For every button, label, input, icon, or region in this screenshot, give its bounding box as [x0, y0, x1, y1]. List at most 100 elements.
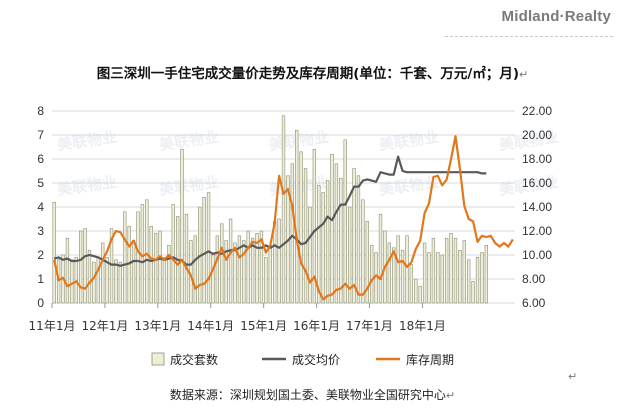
bar-transactions [343, 139, 347, 304]
x-tick-label: 12年1月 [81, 319, 128, 333]
bar-transactions [83, 228, 87, 304]
bar-transactions [136, 211, 140, 304]
watermark-text: 美联物业 [158, 173, 220, 199]
bar-transactions [339, 177, 343, 304]
bar-transactions [171, 204, 175, 304]
bar-transactions [317, 185, 321, 304]
bar-transactions [184, 213, 189, 304]
brand-logo-text: Midland·Realty [501, 8, 611, 25]
y-left-tick-label: 0 [37, 296, 44, 310]
y-left-tick-label: 3 [37, 224, 44, 238]
bar-transactions [215, 235, 220, 304]
bar-transactions [52, 201, 56, 304]
bar-transactions [264, 257, 268, 304]
bar-transactions [224, 240, 228, 304]
bar-transactions [405, 235, 409, 304]
bar-transactions [409, 264, 414, 304]
bar-transactions [109, 228, 114, 304]
bar-transactions [105, 257, 109, 304]
bar-transactions [193, 235, 197, 304]
y-left-tick-label: 4 [37, 200, 44, 214]
bar-transactions [334, 163, 339, 304]
data-source-text: 数据来源：深圳规划国土委、美联物业全国研究中心 [169, 388, 446, 402]
bar-transactions [400, 249, 405, 304]
legend-label-avg-price: 成交均价 [292, 352, 340, 367]
bar-transactions [462, 240, 466, 304]
bar-transactions [321, 192, 325, 304]
bar-transactions [356, 175, 361, 304]
bar-transactions [365, 221, 369, 304]
bar-transactions [330, 153, 334, 304]
y-right-tick-label: 22.00 [522, 104, 552, 118]
y-left-tick-label: 1 [37, 272, 44, 286]
bar-transactions [145, 199, 149, 304]
bar-transactions [123, 211, 127, 304]
bar-transactions [268, 245, 272, 304]
bar-transactions [153, 233, 158, 304]
bar-transactions [56, 259, 61, 304]
bar-transactions [281, 115, 286, 304]
watermark-text: 美联物业 [56, 128, 118, 154]
bar-transactions [162, 257, 167, 304]
y-left-tick-label: 2 [37, 248, 44, 262]
y-right-tick-label: 14.00 [522, 200, 552, 214]
bar-transactions [96, 257, 100, 304]
bar-transactions [352, 168, 356, 304]
bar-transactions [87, 249, 92, 304]
bar-transactions [431, 237, 436, 304]
bar-transactions [250, 237, 255, 304]
bar-transactions [228, 218, 233, 304]
chart-title-text: 图三深圳一手住宅成交量价走势及库存周期(单位：千套、万元/㎡；月) [96, 66, 520, 82]
bar-transactions [480, 252, 484, 304]
bar-transactions [78, 230, 83, 304]
bar-transactions [273, 221, 277, 304]
bar-transactions [158, 230, 162, 304]
legend-swatch-transactions [151, 352, 165, 366]
bar-transactions [149, 225, 153, 304]
bar-transactions [233, 242, 237, 304]
data-source-note: 数据来源：深圳规划国土委、美联物业全国研究中心↵ [0, 386, 625, 403]
line-inventory-cycle [53, 135, 514, 301]
x-tick-label: 16年1月 [293, 319, 340, 333]
bar-transactions [92, 261, 96, 304]
legend-label-transactions: 成交套数 [170, 352, 218, 367]
y-right-tick-label: 20.00 [522, 128, 552, 142]
x-tick-label: 14年1月 [187, 319, 234, 333]
paragraph-mark-icon: ↵ [519, 68, 529, 81]
bar-transactions [422, 242, 427, 304]
x-tick-label: 13年1月 [134, 319, 181, 333]
y-left-tick-label: 6 [37, 152, 44, 166]
y-right-tick-label: 10.00 [522, 248, 552, 262]
y-left-tick-label: 7 [37, 128, 44, 142]
bar-transactions [312, 149, 317, 304]
bar-transactions [65, 237, 70, 304]
bar-transactions [392, 247, 396, 304]
watermark-text: 美联物业 [268, 128, 330, 154]
bar-transactions [246, 230, 250, 304]
bar-transactions [370, 245, 374, 304]
bar-transactions [436, 252, 440, 304]
bar-transactions [484, 245, 489, 304]
y-right-tick-label: 18.00 [522, 152, 552, 166]
bar-transactions [206, 192, 211, 304]
bar-transactions [180, 149, 184, 304]
watermark-text: 美联物业 [158, 128, 220, 154]
bar-transactions [259, 230, 264, 304]
y-right-tick-label: 12.00 [522, 224, 552, 238]
bar-transactions [453, 237, 458, 304]
chart-title: 图三深圳一手住宅成交量价走势及库存周期(单位：千套、万元/㎡；月)↵ [0, 62, 625, 82]
bar-transactions [290, 163, 294, 304]
bar-transactions [242, 240, 246, 304]
bar-transactions [70, 259, 74, 304]
bar-transactions [347, 206, 352, 304]
bar-transactions [295, 129, 299, 304]
bar-transactions [449, 233, 453, 304]
bar-transactions [114, 259, 118, 304]
bar-transactions [131, 240, 136, 304]
bar-transactions [220, 223, 224, 304]
bar-transactions [118, 261, 123, 304]
bar-transactions [440, 254, 444, 304]
y-left-tick-label: 8 [37, 104, 44, 118]
bar-transactions [418, 285, 422, 304]
watermark-text: 美联物业 [378, 128, 440, 154]
